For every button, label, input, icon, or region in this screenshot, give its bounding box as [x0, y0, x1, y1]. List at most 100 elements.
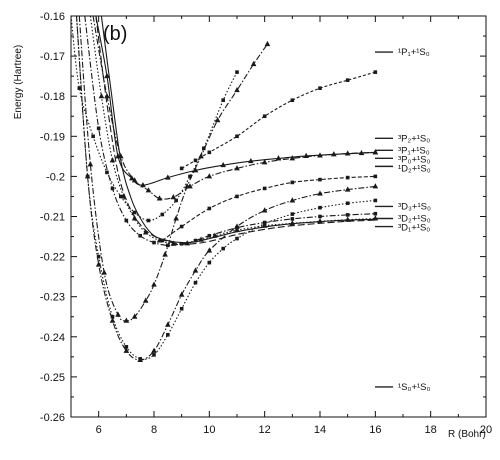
- series-line: [84, 15, 376, 246]
- square-marker: [138, 233, 142, 238]
- triangle-marker: [317, 218, 323, 224]
- triangle-marker: [173, 215, 179, 221]
- square-marker: [160, 212, 165, 217]
- triangle-marker: [131, 313, 138, 319]
- triangle-marker: [234, 86, 240, 93]
- square-marker: [105, 170, 109, 175]
- triangle-marker: [151, 281, 157, 287]
- square-marker: [179, 241, 184, 246]
- x-tick-label: 14: [314, 424, 326, 436]
- square-marker: [146, 218, 151, 223]
- y-tick-label: -0.25: [40, 372, 65, 384]
- triangle-marker: [344, 186, 351, 192]
- triangle-marker: [165, 174, 171, 180]
- square-marker: [262, 186, 267, 191]
- triangle-marker: [289, 155, 296, 161]
- square-marker: [160, 238, 165, 243]
- square-marker: [262, 221, 267, 226]
- square-marker: [345, 175, 350, 180]
- triangle-marker: [151, 347, 157, 353]
- triangle-marker: [118, 153, 124, 159]
- square-marker: [119, 194, 123, 199]
- square-marker: [77, 86, 82, 90]
- square-marker: [91, 134, 95, 139]
- triangle-marker: [145, 187, 152, 193]
- square-marker: [373, 174, 378, 179]
- square-marker: [193, 280, 198, 285]
- asymptote-label: ³D₂+¹S₀: [398, 214, 431, 225]
- square-marker: [262, 114, 267, 119]
- triangle-marker: [289, 197, 296, 203]
- triangle-marker: [206, 173, 213, 179]
- y-tick-label: -0.23: [40, 292, 65, 304]
- triangle-marker: [358, 149, 365, 156]
- square-marker: [318, 177, 322, 182]
- triangle-marker: [84, 173, 91, 179]
- square-marker: [207, 150, 212, 155]
- square-marker: [345, 213, 350, 217]
- asymptote-label: ¹D₂+¹S₀: [398, 163, 431, 174]
- square-marker: [221, 98, 225, 103]
- triangle-marker: [178, 291, 185, 297]
- y-tick-label: -0.2: [46, 171, 65, 183]
- square-marker: [290, 217, 295, 221]
- square-marker: [235, 70, 239, 74]
- square-marker: [110, 186, 115, 191]
- triangle-marker: [248, 157, 254, 164]
- triangle-marker: [344, 150, 351, 156]
- square-marker: [207, 260, 212, 265]
- triangle-marker: [109, 317, 116, 323]
- series-1: [92, 15, 379, 201]
- triangle-marker: [212, 232, 218, 238]
- triangle-marker: [87, 161, 94, 167]
- square-marker: [188, 174, 192, 179]
- triangle-marker: [317, 152, 323, 158]
- series-10: [78, 15, 271, 323]
- asymptote-label: ³P₁+¹S₀: [398, 145, 430, 156]
- triangle-marker: [109, 157, 116, 163]
- triangle-marker: [261, 159, 268, 165]
- square-marker: [290, 212, 295, 216]
- triangle-marker: [162, 251, 168, 257]
- triangle-marker: [250, 60, 257, 67]
- square-marker: [290, 98, 295, 103]
- triangle-marker: [170, 194, 177, 200]
- triangle-marker: [140, 182, 146, 188]
- square-marker: [166, 332, 170, 337]
- triangle-marker: [289, 220, 296, 226]
- y-tick-label: -0.26: [40, 412, 65, 424]
- triangle-marker: [264, 40, 271, 47]
- square-marker: [96, 126, 101, 131]
- x-tick-label: 20: [480, 424, 492, 436]
- y-tick-label: -0.21: [40, 212, 65, 224]
- triangle-marker: [192, 267, 199, 273]
- square-marker: [132, 210, 137, 215]
- square-marker: [96, 254, 101, 259]
- asymptote-label: ³D₁+¹S₀: [398, 223, 430, 234]
- triangle-marker: [101, 269, 107, 275]
- series-2: [70, 15, 239, 223]
- square-marker: [124, 218, 129, 223]
- triangle-marker: [234, 223, 240, 229]
- square-marker: [373, 198, 378, 203]
- square-marker: [318, 214, 322, 219]
- square-marker: [207, 206, 212, 211]
- triangle-marker: [214, 117, 221, 123]
- series-6: [89, 15, 379, 246]
- square-marker: [235, 236, 239, 241]
- triangle-marker: [275, 155, 282, 161]
- triangle-marker: [234, 165, 240, 171]
- triangle-marker: [234, 226, 240, 233]
- square-marker: [152, 240, 156, 245]
- triangle-marker: [131, 177, 138, 183]
- square-marker: [221, 246, 225, 251]
- tick-marks: 6 8 10 12 14 16 18 20 -0.26 -0.25 -0.24 -0.23 -0.22 -…: [40, 11, 492, 436]
- square-marker: [193, 238, 198, 243]
- y-tick-label: -0.24: [40, 332, 65, 344]
- x-tick-label: 12: [259, 424, 271, 436]
- triangle-marker: [142, 229, 149, 235]
- triangle-marker: [165, 321, 171, 327]
- triangle-marker: [198, 236, 204, 242]
